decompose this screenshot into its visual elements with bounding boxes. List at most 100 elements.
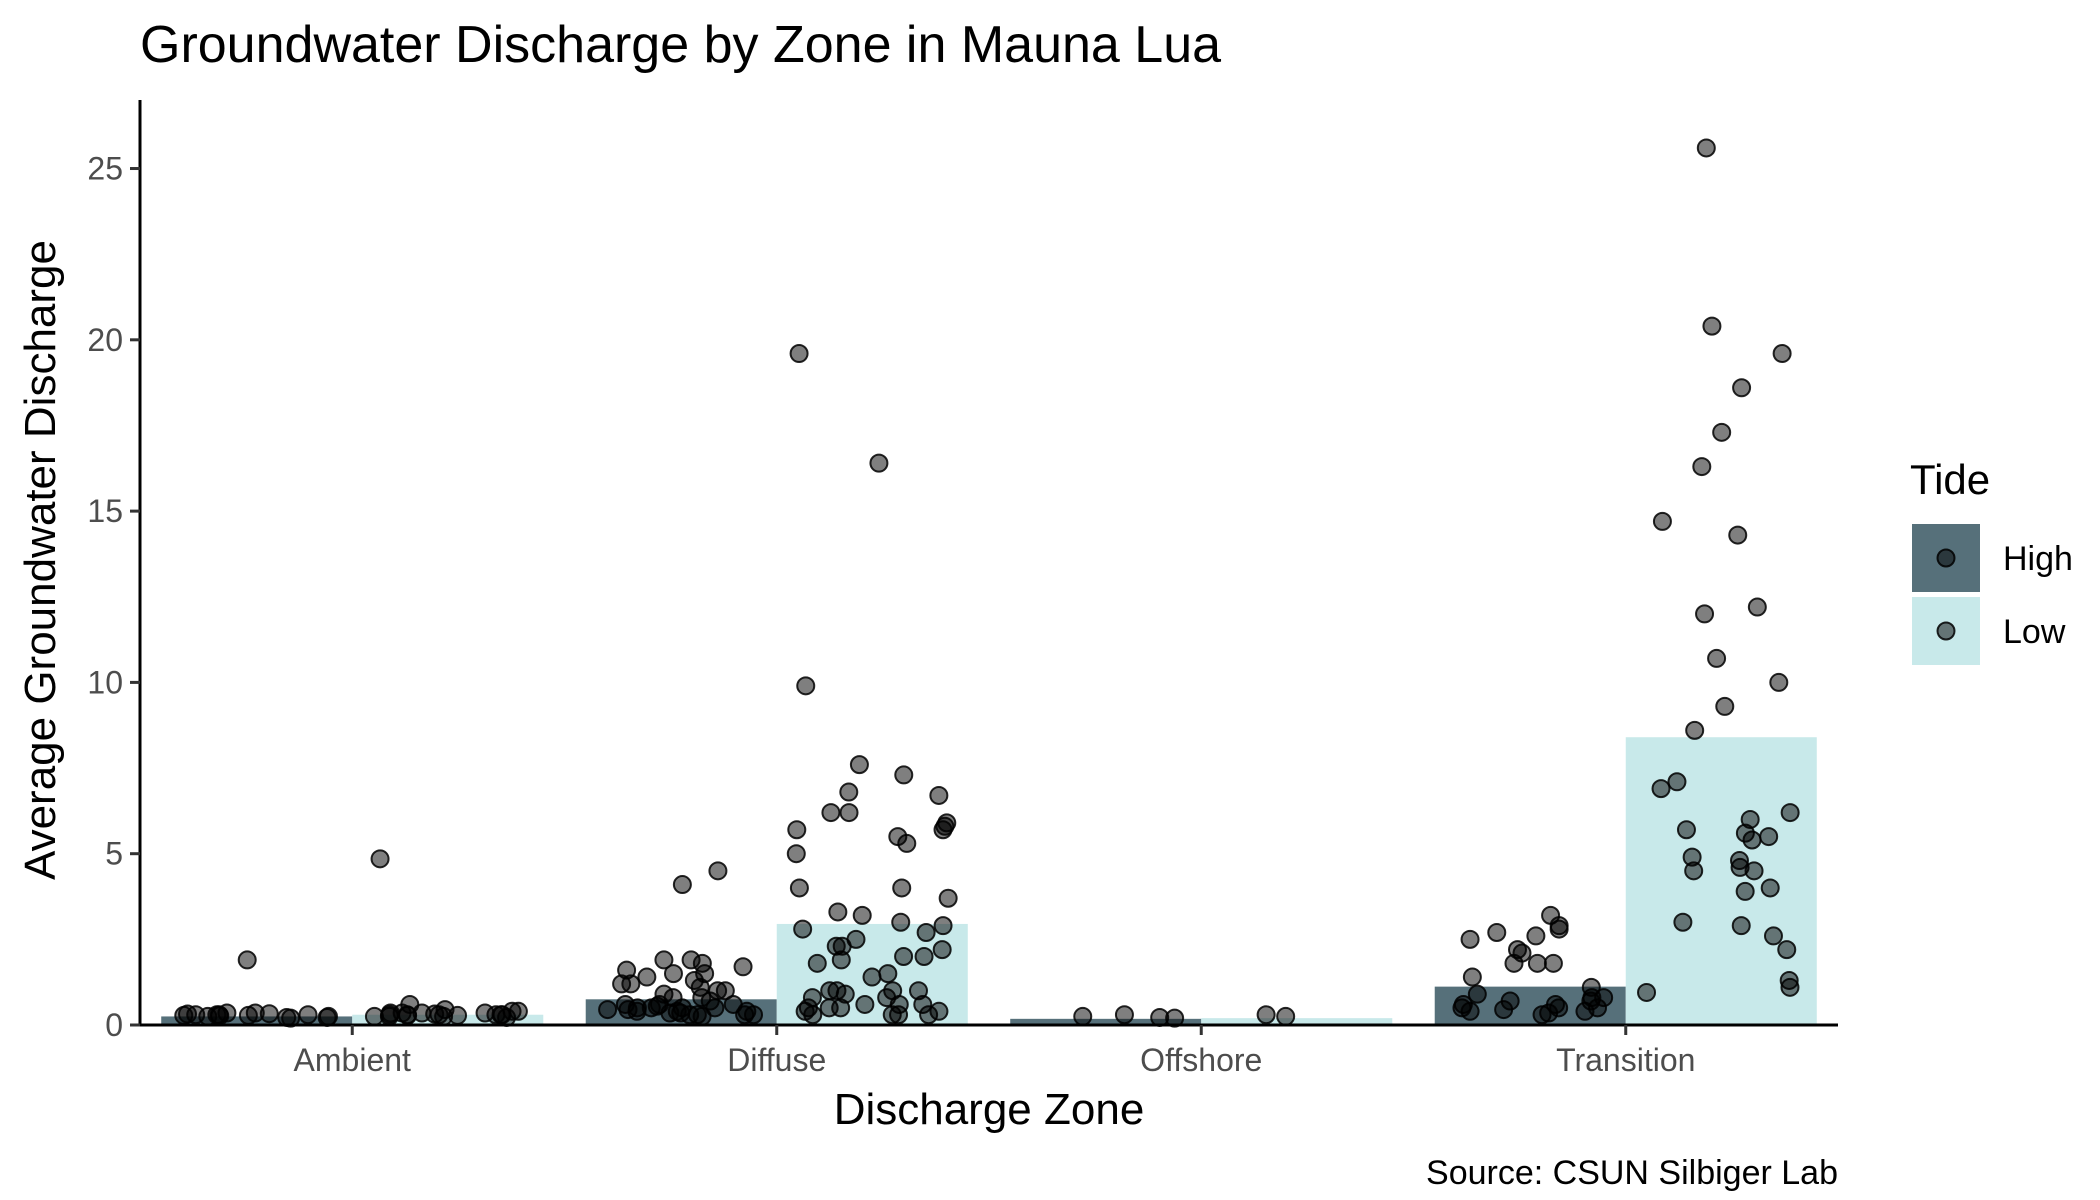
point-high-diffuse <box>680 1005 700 1025</box>
point-high-transition <box>1527 953 1547 973</box>
point-high-transition <box>1543 953 1563 973</box>
point-high-diffuse <box>705 998 725 1018</box>
point-low-transition <box>1744 861 1764 881</box>
legend-label-high: High <box>2003 540 2073 578</box>
point-high-transition <box>1545 994 1565 1014</box>
point-low-ambient <box>370 849 390 869</box>
point-low-transition <box>1728 525 1748 545</box>
point-high-ambient <box>186 1005 206 1025</box>
point-low-transition <box>1759 827 1779 847</box>
point-low-diffuse <box>839 782 859 802</box>
y-tick-label: 20 <box>87 322 123 358</box>
point-high-transition <box>1460 929 1480 949</box>
point-low-ambient <box>502 1001 522 1021</box>
x-tick-label-ambient: Ambient <box>294 1042 412 1078</box>
y-axis-ticks: 0 5 10 15 20 25 <box>87 151 140 1043</box>
point-low-transition <box>1652 511 1672 531</box>
point-low-diffuse <box>826 936 846 956</box>
point-low-transition <box>1772 344 1792 364</box>
x-tick-label-transition: Transition <box>1556 1042 1695 1078</box>
point-low-offshore <box>1276 1006 1296 1026</box>
y-tick-label: 25 <box>87 151 123 187</box>
x-tick-label-offshore: Offshore <box>1140 1042 1262 1078</box>
point-low-transition <box>1695 604 1715 624</box>
point-low-ambient <box>448 1005 468 1025</box>
legend: Tide High Low <box>1910 456 2073 665</box>
point-high-diffuse <box>672 875 692 895</box>
point-high-transition <box>1462 967 1482 987</box>
point-high-ambient <box>217 1003 237 1023</box>
source-caption: Source: CSUN Silbiger Lab <box>1426 1154 1838 1192</box>
point-low-transition <box>1731 916 1751 936</box>
point-low-diffuse <box>819 998 839 1018</box>
point-low-diffuse <box>849 755 869 775</box>
point-high-transition <box>1460 1001 1480 1021</box>
chart-title: Groundwater Discharge by Zone in Mauna L… <box>140 16 1221 74</box>
point-high-diffuse <box>663 964 683 984</box>
point-high-diffuse <box>637 967 657 987</box>
point-low-transition <box>1637 982 1657 1002</box>
point-high-diffuse <box>684 970 704 990</box>
point-high-transition <box>1532 1005 1552 1025</box>
point-high-transition <box>1504 953 1524 973</box>
point-low-transition <box>1735 881 1755 901</box>
x-axis-title: Discharge Zone <box>834 1085 1145 1134</box>
bar-high-offshore <box>1010 1018 1202 1025</box>
point-low-diffuse <box>929 785 949 805</box>
point-low-transition <box>1763 926 1783 946</box>
point-low-diffuse <box>802 988 822 1008</box>
point-low-transition <box>1651 779 1671 799</box>
point-high-diffuse <box>612 974 632 994</box>
point-high-offshore <box>1114 1005 1134 1025</box>
point-low-diffuse <box>894 946 914 966</box>
point-low-ambient <box>475 1003 495 1023</box>
point-low-diffuse <box>789 344 809 364</box>
point-low-transition <box>1747 597 1767 617</box>
point-high-transition <box>1526 926 1546 946</box>
point-low-transition <box>1760 878 1780 898</box>
point-low-transition <box>1769 672 1789 692</box>
point-low-transition <box>1777 940 1797 960</box>
point-low-transition <box>1780 977 1800 997</box>
point-low-diffuse <box>878 964 898 984</box>
point-low-diffuse <box>862 967 882 987</box>
point-high-diffuse <box>733 957 753 977</box>
points-layer <box>174 138 1800 1028</box>
point-low-offshore <box>1256 1005 1276 1025</box>
point-low-diffuse <box>933 916 953 936</box>
point-high-diffuse <box>598 1000 618 1020</box>
point-low-diffuse <box>916 923 936 942</box>
point-high-offshore <box>1150 1007 1170 1027</box>
point-low-diffuse <box>789 878 809 898</box>
point-high-transition <box>1588 998 1608 1018</box>
point-low-transition <box>1702 316 1722 336</box>
point-high-diffuse <box>735 1005 755 1025</box>
point-low-transition <box>1712 422 1732 442</box>
point-low-diffuse <box>894 765 914 785</box>
point-high-ambient <box>237 950 257 970</box>
point-low-transition <box>1707 648 1727 668</box>
point-high-offshore <box>1073 1006 1093 1026</box>
point-low-diffuse <box>933 820 953 840</box>
point-low-transition <box>1715 696 1735 716</box>
point-high-transition <box>1494 1000 1514 1020</box>
legend-title: Tide <box>1910 456 1990 503</box>
point-low-diffuse <box>891 912 911 932</box>
point-low-transition <box>1780 803 1800 823</box>
point-low-diffuse <box>938 888 958 908</box>
point-high-diffuse <box>715 981 735 1001</box>
legend-label-low: Low <box>2003 613 2066 651</box>
point-low-transition <box>1673 912 1693 932</box>
bars-layer <box>161 737 1817 1025</box>
point-low-diffuse <box>889 1005 909 1025</box>
point-high-transition <box>1467 984 1487 1004</box>
point-low-transition <box>1732 378 1752 398</box>
point-high-transition <box>1549 916 1569 936</box>
point-low-diffuse <box>855 994 875 1014</box>
point-low-transition <box>1685 720 1705 740</box>
point-low-transition <box>1676 820 1696 840</box>
point-low-diffuse <box>793 919 813 939</box>
y-tick-label: 5 <box>105 836 123 872</box>
point-low-diffuse <box>897 833 917 853</box>
point-low-diffuse <box>827 981 847 1001</box>
